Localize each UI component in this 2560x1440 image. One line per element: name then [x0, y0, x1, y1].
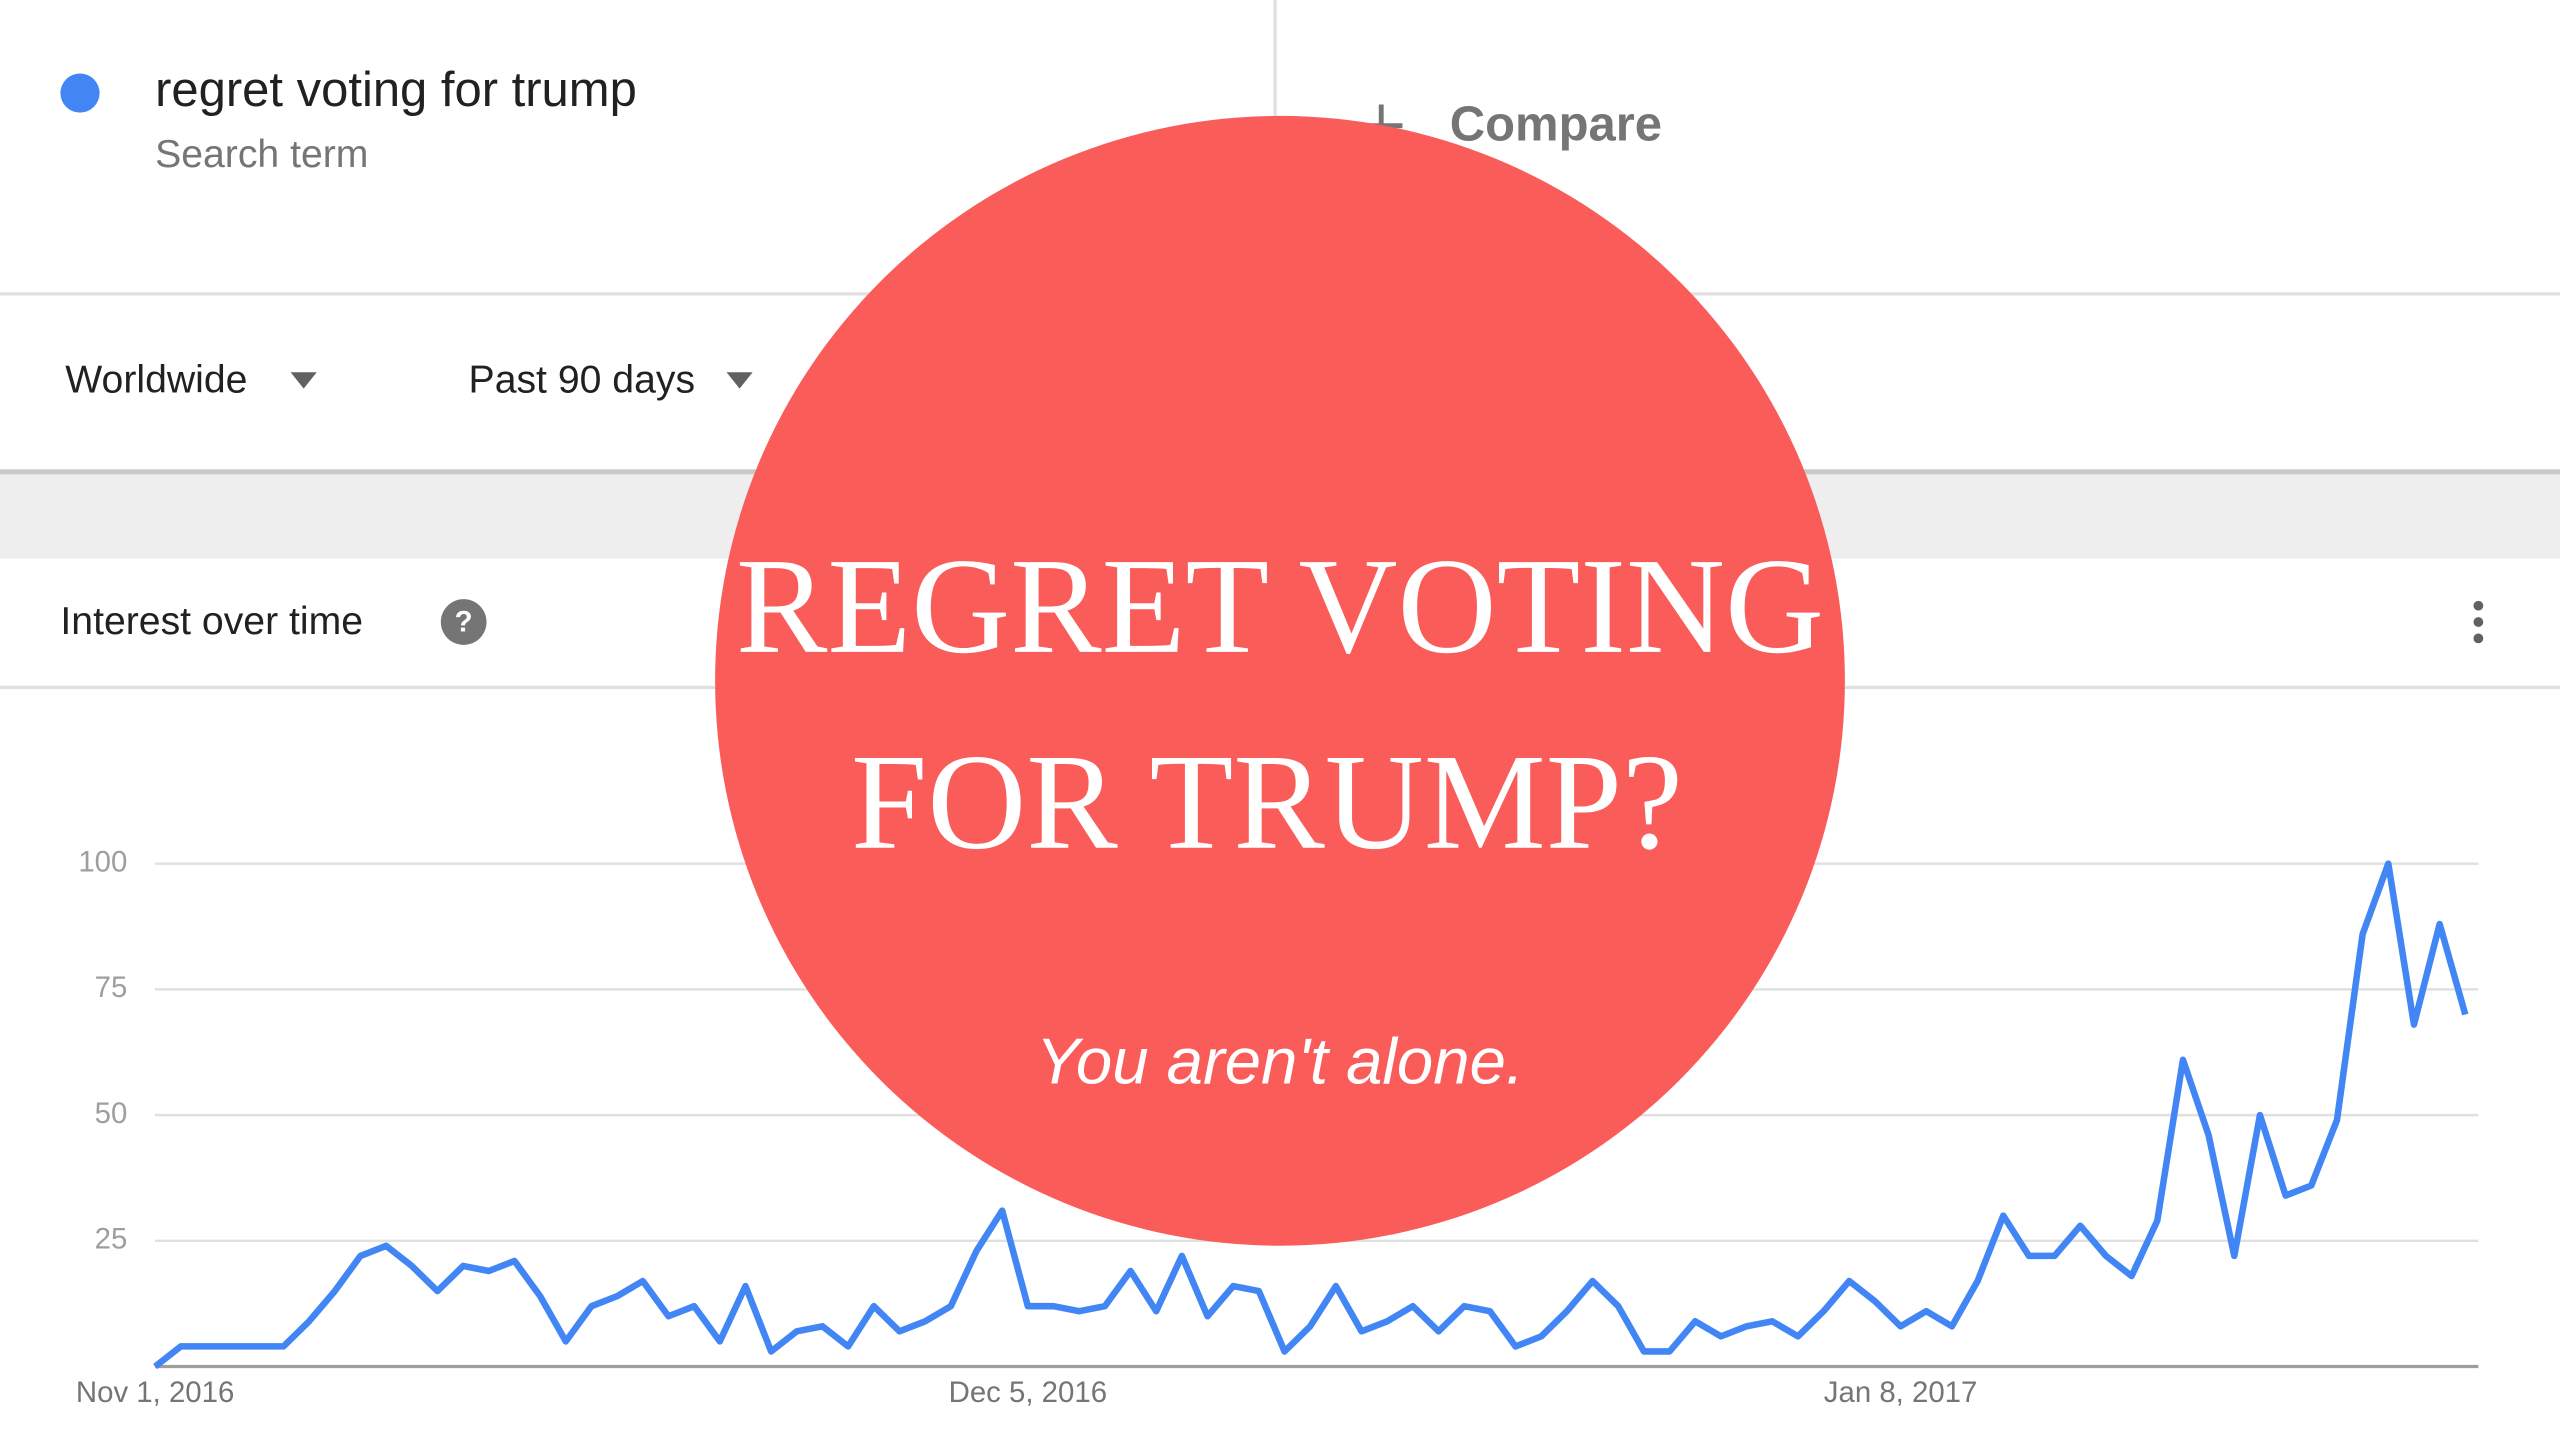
dropdown-arrow	[726, 372, 753, 389]
help-glyph: ?	[455, 605, 473, 638]
overlay-title: FOR TRUMP?	[851, 726, 1683, 878]
trend-line	[153, 860, 2469, 1370]
period-select[interactable]: Past 90 days	[469, 358, 695, 401]
y-tick-label: 50	[95, 1097, 128, 1130]
card-title: Interest over time	[60, 600, 363, 643]
dropdown-arrow	[290, 372, 317, 389]
term-kind: Search term	[155, 133, 368, 176]
region-select[interactable]: Worldwide	[65, 358, 247, 401]
search-term[interactable]: regret voting for trump	[155, 63, 637, 117]
compare-button[interactable]: Compare	[1450, 97, 1662, 151]
y-tick-label: 25	[95, 1223, 128, 1256]
x-tick-label: Jan 8, 2017	[1824, 1376, 1978, 1409]
y-tick-label: 75	[95, 971, 128, 1004]
overlay: REGRET VOTING FOR TRUMP? You aren't alon…	[715, 115, 1845, 1246]
term-dot	[60, 73, 100, 113]
overlay-title: REGRET VOTING	[736, 530, 1824, 682]
menu-dot[interactable]	[2473, 633, 2484, 644]
overlay-tagline: You aren't alone.	[1036, 1024, 1524, 1097]
help-icon[interactable]	[440, 599, 487, 645]
menu-dot[interactable]	[2473, 600, 2484, 611]
menu-dot[interactable]	[2473, 617, 2484, 627]
x-tick-label: Nov 1, 2016	[76, 1376, 234, 1409]
y-tick-label: 100	[78, 845, 127, 878]
x-tick-label: Dec 5, 2016	[949, 1376, 1107, 1409]
overlay-circle	[715, 115, 1845, 1246]
